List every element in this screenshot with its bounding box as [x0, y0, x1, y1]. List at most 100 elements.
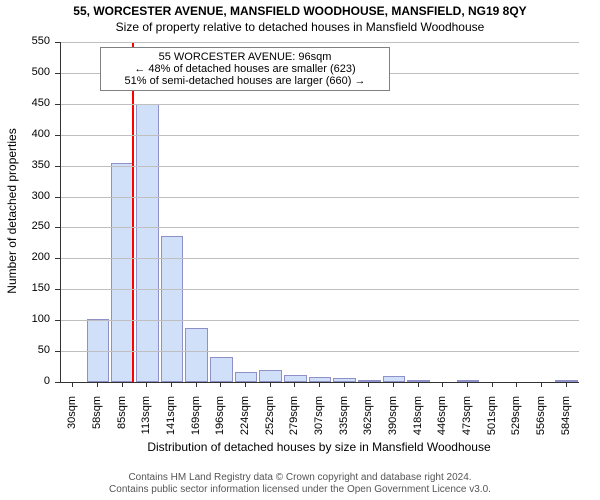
- x-tick-label: 307sqm: [313, 396, 325, 446]
- y-tick-mark: [55, 227, 60, 228]
- y-tick-mark: [55, 166, 60, 167]
- x-tick-label: 224sqm: [239, 396, 251, 446]
- x-axis-label: Distribution of detached houses by size …: [60, 440, 578, 454]
- histogram-bar: [284, 375, 307, 382]
- footer: Contains HM Land Registry data © Crown c…: [0, 472, 600, 496]
- histogram-bar: [259, 370, 282, 382]
- chart-title: 55, WORCESTER AVENUE, MANSFIELD WOODHOUS…: [0, 4, 600, 18]
- x-tick-label: 279sqm: [288, 396, 300, 446]
- x-tick-mark: [245, 382, 246, 387]
- info-line-3: 51% of semi-detached houses are larger (…: [104, 75, 386, 87]
- x-tick-mark: [72, 382, 73, 387]
- x-tick-mark: [294, 382, 295, 387]
- x-tick-mark: [146, 382, 147, 387]
- y-axis-label: Number of detached properties: [5, 41, 19, 381]
- histogram-bar: [555, 380, 578, 382]
- grid-line: [61, 197, 579, 198]
- x-tick-label: 113sqm: [140, 396, 152, 446]
- grid-line: [61, 258, 579, 259]
- grid-line: [61, 351, 579, 352]
- histogram-bar: [358, 380, 381, 382]
- y-tick-label: 450: [0, 97, 50, 109]
- info-line-1: 55 WORCESTER AVENUE: 96sqm: [104, 51, 386, 63]
- x-tick-label: 85sqm: [116, 396, 128, 446]
- y-tick-label: 550: [0, 35, 50, 47]
- grid-line: [61, 227, 579, 228]
- histogram-bar: [111, 163, 134, 382]
- x-tick-label: 473sqm: [461, 396, 473, 446]
- y-tick-mark: [55, 42, 60, 43]
- grid-line: [61, 135, 579, 136]
- grid-line: [61, 166, 579, 167]
- histogram-bar: [185, 328, 208, 382]
- reference-line: [132, 42, 134, 382]
- y-tick-mark: [55, 258, 60, 259]
- y-tick-label: 200: [0, 251, 50, 263]
- histogram-bar: [333, 378, 356, 382]
- footer-line-1: Contains HM Land Registry data © Crown c…: [0, 472, 600, 484]
- x-tick-label: 169sqm: [190, 396, 202, 446]
- y-tick-label: 150: [0, 282, 50, 294]
- x-tick-mark: [492, 382, 493, 387]
- grid-line: [61, 104, 579, 105]
- chart-subtitle: Size of property relative to detached ho…: [0, 20, 600, 34]
- grid-line: [61, 289, 579, 290]
- x-tick-mark: [97, 382, 98, 387]
- x-tick-mark: [270, 382, 271, 387]
- histogram-bar: [235, 372, 258, 383]
- grid-line: [61, 42, 579, 43]
- y-tick-mark: [55, 73, 60, 74]
- x-tick-mark: [566, 382, 567, 387]
- bars-layer: [61, 42, 579, 382]
- y-tick-mark: [55, 289, 60, 290]
- histogram-bar: [136, 104, 159, 382]
- x-tick-label: 58sqm: [91, 396, 103, 446]
- x-tick-mark: [171, 382, 172, 387]
- y-tick-label: 400: [0, 128, 50, 140]
- x-tick-label: 584sqm: [560, 396, 572, 446]
- x-tick-mark: [541, 382, 542, 387]
- x-tick-mark: [393, 382, 394, 387]
- y-tick-label: 100: [0, 313, 50, 325]
- y-tick-mark: [55, 382, 60, 383]
- y-tick-label: 350: [0, 159, 50, 171]
- x-tick-label: 252sqm: [264, 396, 276, 446]
- x-tick-mark: [196, 382, 197, 387]
- x-tick-label: 418sqm: [412, 396, 424, 446]
- x-tick-label: 501sqm: [486, 396, 498, 446]
- grid-line: [61, 320, 579, 321]
- y-tick-label: 300: [0, 190, 50, 202]
- histogram-bar: [407, 380, 430, 382]
- x-tick-mark: [220, 382, 221, 387]
- x-tick-label: 196sqm: [214, 396, 226, 446]
- x-tick-label: 529sqm: [510, 396, 522, 446]
- y-tick-label: 500: [0, 66, 50, 78]
- x-tick-mark: [418, 382, 419, 387]
- info-line-2: ← 48% of detached houses are smaller (62…: [104, 63, 386, 75]
- histogram-bar: [210, 357, 233, 382]
- y-tick-label: 0: [0, 375, 50, 387]
- x-tick-mark: [319, 382, 320, 387]
- info-box: 55 WORCESTER AVENUE: 96sqm ← 48% of deta…: [100, 47, 390, 91]
- x-tick-label: 335sqm: [338, 396, 350, 446]
- x-tick-label: 362sqm: [362, 396, 374, 446]
- x-tick-mark: [368, 382, 369, 387]
- y-tick-label: 250: [0, 220, 50, 232]
- footer-line-2: Contains public sector information licen…: [0, 484, 600, 496]
- x-tick-label: 556sqm: [535, 396, 547, 446]
- y-tick-mark: [55, 197, 60, 198]
- x-tick-mark: [442, 382, 443, 387]
- y-tick-mark: [55, 104, 60, 105]
- plot-area: [60, 42, 579, 383]
- y-tick-label: 50: [0, 344, 50, 356]
- x-tick-label: 446sqm: [436, 396, 448, 446]
- y-tick-mark: [55, 351, 60, 352]
- x-tick-mark: [467, 382, 468, 387]
- x-tick-label: 30sqm: [66, 396, 78, 446]
- x-tick-label: 141sqm: [165, 396, 177, 446]
- y-tick-mark: [55, 135, 60, 136]
- y-tick-mark: [55, 320, 60, 321]
- x-tick-label: 390sqm: [387, 396, 399, 446]
- x-tick-mark: [344, 382, 345, 387]
- x-tick-mark: [516, 382, 517, 387]
